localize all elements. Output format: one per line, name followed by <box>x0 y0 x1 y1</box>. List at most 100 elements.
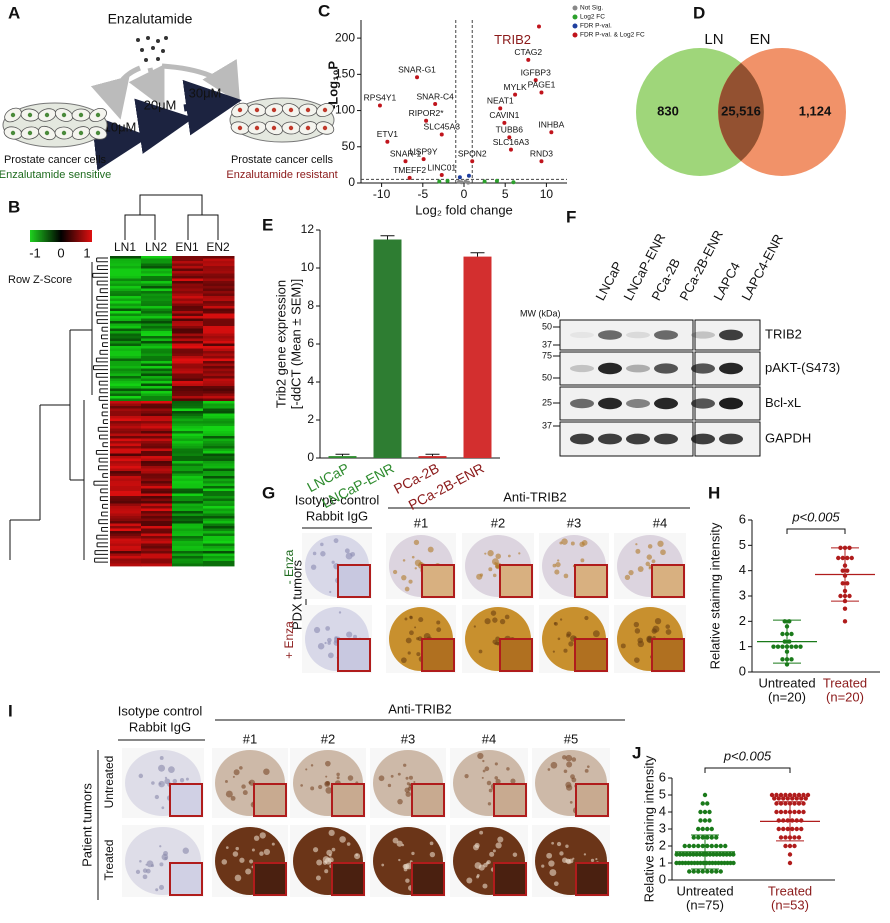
tissue-speck <box>320 542 324 547</box>
tissue-speck <box>635 543 638 546</box>
heat-cell <box>141 261 173 264</box>
heat-cell <box>203 298 235 302</box>
dot <box>691 852 696 857</box>
heat-cell <box>172 383 204 387</box>
x-tick-label: (n=20) <box>768 689 806 704</box>
heat-cell <box>110 373 142 377</box>
heat-cell <box>141 463 173 467</box>
dot <box>771 644 776 649</box>
legend-swatch <box>572 23 578 29</box>
heat-cell <box>110 426 142 429</box>
sd-bar <box>773 619 801 664</box>
nucleus <box>237 125 243 131</box>
cell-cluster <box>2 102 108 148</box>
heat-cell <box>172 358 204 362</box>
heat-cell <box>110 316 142 319</box>
tissue-speck <box>317 643 325 650</box>
heat-cell <box>203 271 235 274</box>
heat-cell <box>203 521 235 524</box>
point <box>513 92 518 97</box>
tissue-speck <box>571 777 577 783</box>
heat-cell <box>110 293 142 297</box>
heat-cell <box>141 338 173 342</box>
tissue-speck <box>138 773 144 779</box>
lane-label: LAPC4-ENR <box>738 232 786 303</box>
dot <box>801 809 806 815</box>
panel-label: H <box>708 483 720 502</box>
heat-cell <box>110 358 142 362</box>
tissue-speck <box>159 862 164 867</box>
band <box>691 331 715 339</box>
caption: Enzalutamide resistant <box>226 169 337 181</box>
panel-label: I <box>8 701 13 720</box>
heat-cell <box>141 326 173 329</box>
x-tick-label: Untreated <box>676 883 733 898</box>
heat-cell <box>110 541 142 544</box>
heat-cell <box>172 288 204 292</box>
heat-cell <box>141 416 173 419</box>
heat-cell <box>203 526 235 529</box>
heat-cell <box>172 501 204 504</box>
tissue-speck <box>331 560 335 564</box>
heat-cell <box>110 261 142 264</box>
drug-dots <box>136 36 168 62</box>
heat-cell <box>141 356 173 359</box>
heat-cell <box>110 378 142 382</box>
heat-cell <box>172 426 204 429</box>
point <box>526 57 531 62</box>
tissue-speck <box>411 555 415 559</box>
sd-bar <box>776 801 804 842</box>
heat-cell <box>172 486 204 489</box>
heat-cell <box>203 466 235 469</box>
heat-cell <box>110 366 142 369</box>
heat-cell <box>141 328 173 332</box>
tissue-speck <box>635 548 641 554</box>
nucleus <box>271 107 277 113</box>
heat-cell <box>110 501 142 504</box>
heat-cell <box>172 511 204 514</box>
heat-cell <box>203 396 235 399</box>
heat-cell <box>172 381 204 384</box>
tissue-speck <box>556 841 562 847</box>
heat-cell <box>203 323 235 327</box>
point <box>377 103 382 108</box>
dot <box>849 555 854 561</box>
x-tick-label: Treated <box>823 675 867 690</box>
heat-cell <box>141 491 173 494</box>
tissue-speck <box>568 641 574 647</box>
panel-label: E <box>262 215 273 234</box>
heat-cell <box>141 546 173 549</box>
heat-cell <box>110 258 142 262</box>
heat-cell <box>141 503 173 507</box>
heat-cell <box>110 431 142 434</box>
heat-cell <box>172 378 204 382</box>
x-tick-label: 5 <box>502 187 509 201</box>
heat-cell <box>203 421 235 424</box>
heat-cell <box>141 473 173 477</box>
tissue-speck <box>333 538 339 544</box>
tissue-speck <box>584 615 589 621</box>
header: Isotype control <box>295 492 380 507</box>
tissue-speck <box>347 775 354 781</box>
tissue-speck <box>512 852 518 857</box>
heat-cell <box>203 316 235 319</box>
heat-cell <box>141 528 173 532</box>
dot <box>714 869 719 874</box>
heat-cell <box>110 481 142 484</box>
dot <box>836 555 841 561</box>
tissue-speck <box>158 884 165 890</box>
heat-cell <box>141 376 173 379</box>
band-label: GAPDH <box>765 430 811 445</box>
heat-cell <box>141 311 173 314</box>
tissue-speck <box>563 769 568 774</box>
tissue-speck <box>548 860 555 867</box>
heat-cell <box>203 441 235 444</box>
band <box>598 330 622 340</box>
tissue-speck <box>555 561 561 568</box>
tissue-speck <box>139 860 142 863</box>
heat-cell <box>203 503 235 507</box>
heat-cell <box>203 261 235 264</box>
heat-cell <box>141 278 173 282</box>
tissue-speck <box>488 567 493 572</box>
dot <box>694 852 699 857</box>
